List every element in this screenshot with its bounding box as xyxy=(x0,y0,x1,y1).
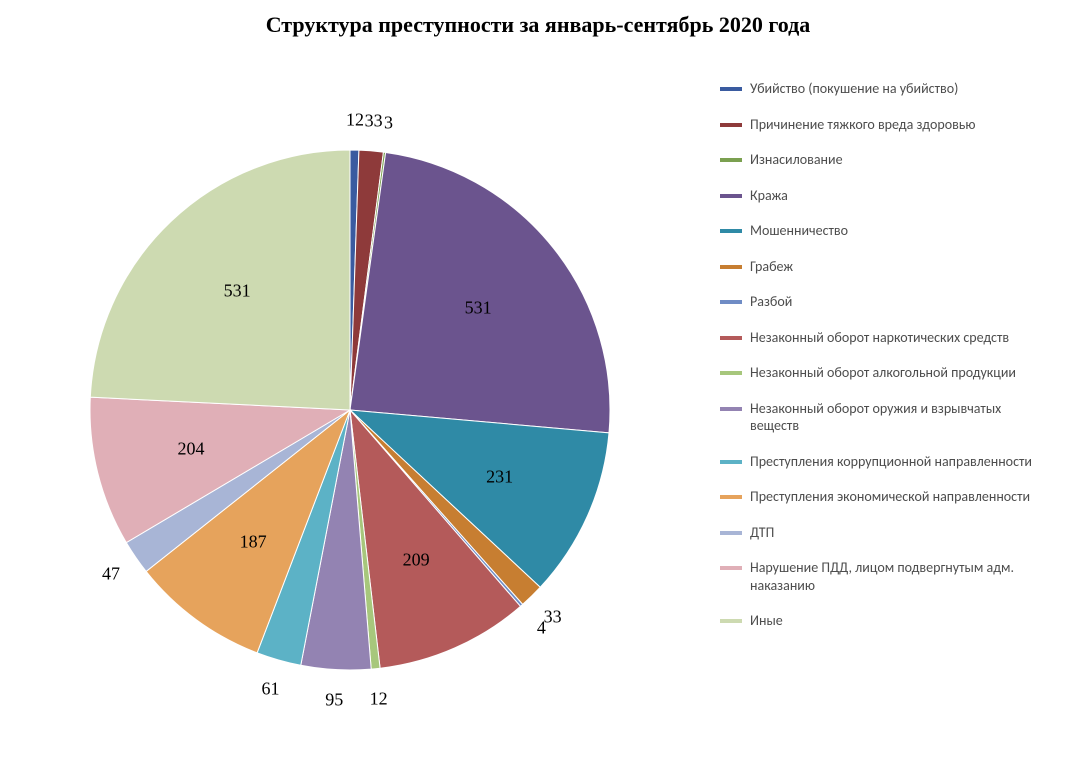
chart-legend: Убийство (покушение на убийство) Причинен… xyxy=(720,80,1060,648)
pie-slice-value: 4 xyxy=(537,617,546,638)
legend-swatch xyxy=(720,123,742,127)
legend-label: ДТП xyxy=(750,524,774,542)
legend-item: ДТП xyxy=(720,524,1060,542)
legend-swatch xyxy=(720,531,742,535)
legend-swatch xyxy=(720,566,742,570)
legend-label: Разбой xyxy=(750,293,792,311)
legend-label: Преступления экономической направленност… xyxy=(750,488,1030,506)
legend-swatch xyxy=(720,336,742,340)
legend-swatch xyxy=(720,300,742,304)
legend-item: Изнасилование xyxy=(720,151,1060,169)
legend-item: Иные xyxy=(720,612,1060,630)
legend-item: Незаконный оборот алкогольной продукции xyxy=(720,364,1060,382)
legend-item: Преступления экономической направленност… xyxy=(720,488,1060,506)
legend-label: Убийство (покушение на убийство) xyxy=(750,80,958,98)
legend-label: Мошенничество xyxy=(750,222,848,240)
legend-item: Незаконный оборот наркотических средств xyxy=(720,329,1060,347)
legend-label: Кража xyxy=(750,187,788,205)
legend-label: Преступления коррупционной направленност… xyxy=(750,453,1032,471)
legend-swatch xyxy=(720,194,742,198)
legend-label: Изнасилование xyxy=(750,151,843,169)
pie-slice-value: 204 xyxy=(178,439,205,460)
legend-swatch xyxy=(720,407,742,411)
crime-structure-chart: Структура преступности за январь-сентябр… xyxy=(0,0,1076,766)
legend-label: Незаконный оборот наркотических средств xyxy=(750,329,1009,347)
pie-slice-value: 12 xyxy=(370,688,388,709)
legend-label: Незаконный оборот алкогольной продукции xyxy=(750,364,1016,382)
legend-swatch xyxy=(720,371,742,375)
legend-item: Нарушение ПДД, лицом подвергнутым адм. н… xyxy=(720,559,1060,594)
legend-swatch xyxy=(720,619,742,623)
legend-swatch xyxy=(720,495,742,499)
legend-item: Грабеж xyxy=(720,258,1060,276)
legend-swatch xyxy=(720,460,742,464)
pie-slice-value: 187 xyxy=(240,532,267,553)
legend-swatch xyxy=(720,158,742,162)
legend-item: Кража xyxy=(720,187,1060,205)
legend-swatch xyxy=(720,229,742,233)
legend-item: Преступления коррупционной направленност… xyxy=(720,453,1060,471)
legend-item: Причинение тяжкого вреда здоровью xyxy=(720,116,1060,134)
legend-item: Незаконный оборот оружия и взрывчатых ве… xyxy=(720,400,1060,435)
legend-label: Незаконный оборот оружия и взрывчатых ве… xyxy=(750,400,1050,435)
pie-slice-value: 531 xyxy=(224,281,251,302)
legend-label: Иные xyxy=(750,612,783,630)
pie-slice-value: 231 xyxy=(486,466,513,487)
legend-swatch xyxy=(720,265,742,269)
pie-slice-value: 209 xyxy=(403,549,430,570)
legend-label: Причинение тяжкого вреда здоровью xyxy=(750,116,975,134)
pie-slice-value: 47 xyxy=(102,564,120,585)
legend-swatch xyxy=(720,87,742,91)
legend-item: Мошенничество xyxy=(720,222,1060,240)
pie-slice-value: 531 xyxy=(465,297,492,318)
legend-label: Грабеж xyxy=(750,258,793,276)
legend-label: Нарушение ПДД, лицом подвергнутым адм. н… xyxy=(750,559,1050,594)
pie-slice-value: 95 xyxy=(325,689,343,710)
pie-slice xyxy=(350,152,610,432)
pie-slice-value: 33 xyxy=(365,110,383,131)
legend-item: Разбой xyxy=(720,293,1060,311)
legend-item: Убийство (покушение на убийство) xyxy=(720,80,1060,98)
pie-slice-value: 3 xyxy=(384,112,393,133)
pie-slice xyxy=(90,150,350,410)
pie-slice-value: 12 xyxy=(346,110,364,131)
pie-slice-value: 61 xyxy=(261,678,279,699)
pie-slice-value: 33 xyxy=(544,607,562,628)
